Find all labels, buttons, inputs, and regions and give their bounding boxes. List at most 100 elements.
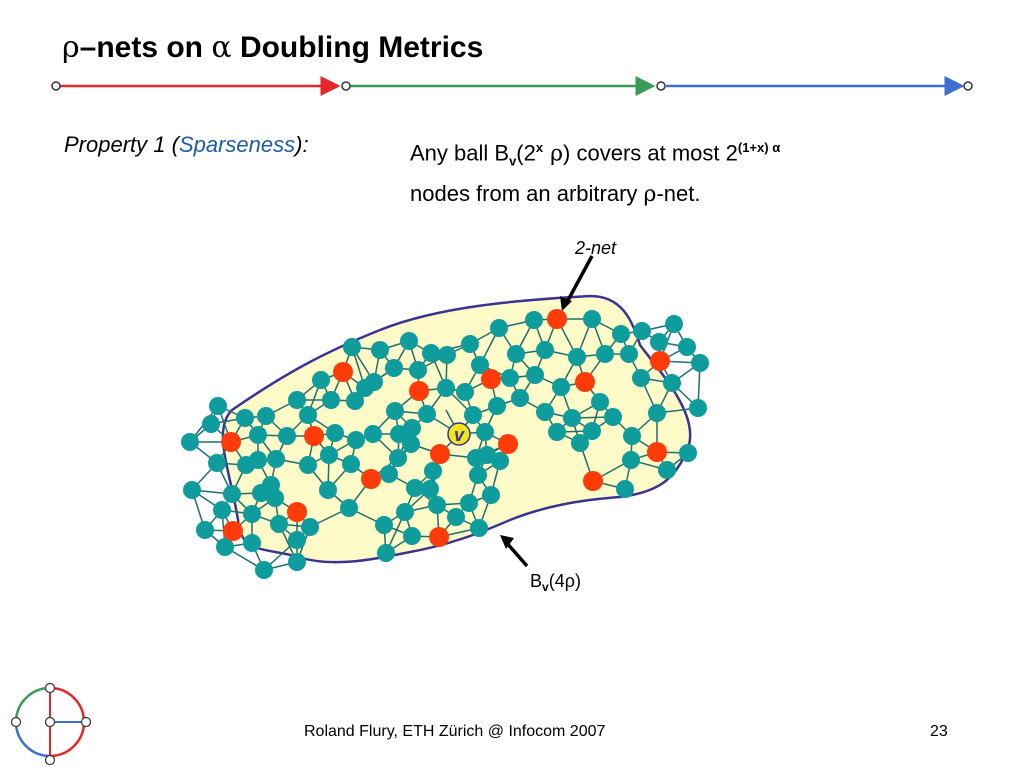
footer-text: Roland Flury, ETH Zürich @ Infocom 2007 — [304, 723, 606, 740]
network-node — [488, 397, 506, 415]
network-node — [424, 462, 442, 480]
network-node — [288, 553, 306, 571]
network-node — [202, 415, 220, 433]
network-nodes — [181, 309, 709, 579]
network-node — [386, 402, 404, 420]
page-number: 23 — [930, 723, 948, 740]
network-node — [380, 465, 398, 483]
network-node — [620, 345, 638, 363]
network-node — [563, 409, 581, 427]
network-node — [421, 480, 439, 498]
network-node — [375, 516, 393, 534]
network-node — [491, 452, 509, 470]
network-node — [470, 519, 488, 537]
network-node — [665, 315, 683, 333]
line1-text-c: ) covers at most 2 — [563, 140, 738, 166]
title-alpha: α — [211, 30, 232, 65]
network-node — [364, 425, 382, 443]
line1-rho: ρ — [543, 141, 564, 167]
line1-subscript-v: v — [509, 153, 517, 169]
title-rule — [51, 76, 973, 96]
network-node — [678, 338, 696, 356]
net-node — [498, 434, 518, 454]
net-label: 2-net — [574, 238, 617, 258]
network-node — [409, 361, 427, 379]
network-node — [278, 427, 296, 445]
title-rho: ρ — [62, 30, 80, 65]
property-label-suffix: ): — [295, 132, 309, 157]
network-node — [257, 407, 275, 425]
network-node — [312, 371, 330, 389]
network-node — [236, 409, 254, 427]
network-node — [223, 485, 241, 503]
network-node — [213, 501, 231, 519]
net-node — [429, 527, 449, 547]
network-node — [482, 486, 500, 504]
network-node — [183, 481, 201, 499]
network-node — [490, 319, 508, 337]
title-part1: nets on — [96, 31, 212, 64]
network-node — [249, 451, 267, 469]
line2-rho: ρ — [643, 181, 657, 207]
network-node — [596, 345, 614, 363]
network-node — [552, 378, 570, 396]
network-node — [571, 434, 589, 452]
line1-text-a: Any ball B — [410, 140, 510, 166]
network-node — [623, 427, 641, 445]
network-node — [320, 446, 338, 464]
network-node — [402, 435, 420, 453]
network-node — [536, 341, 554, 359]
net-node — [287, 502, 307, 522]
network-node — [299, 456, 317, 474]
network-node — [428, 496, 446, 514]
network-node — [438, 346, 456, 364]
network-node — [437, 379, 455, 397]
network-node — [406, 479, 424, 497]
network-node — [288, 531, 306, 549]
network-node — [460, 494, 478, 512]
network-node — [346, 392, 364, 410]
net-node — [430, 444, 450, 464]
ball-label: Bv(4ρ) — [530, 571, 581, 594]
network-node — [447, 508, 465, 526]
net-node — [481, 369, 501, 389]
net-label-arrow — [564, 255, 594, 305]
network-node — [243, 534, 261, 552]
network-node — [679, 444, 697, 462]
network-node — [604, 408, 622, 426]
network-node — [400, 332, 418, 350]
rule-node — [341, 81, 351, 91]
net-node — [409, 381, 429, 401]
line2-text-a: nodes from an arbitrary — [410, 180, 644, 206]
property-label: Property 1 (Sparseness): — [64, 132, 309, 158]
network-node — [216, 538, 234, 556]
network-node — [299, 406, 317, 424]
network-node — [467, 449, 485, 467]
rule-node — [51, 81, 61, 91]
network-node — [418, 405, 436, 423]
network-node — [365, 373, 383, 391]
net-node — [304, 426, 324, 446]
network-node — [650, 333, 668, 351]
network-node — [583, 422, 601, 440]
ball-label-sub: v — [542, 580, 549, 594]
network-node — [342, 455, 360, 473]
network-node — [658, 461, 676, 479]
network-node — [689, 399, 707, 417]
network-node — [583, 310, 601, 328]
network-node — [476, 423, 494, 441]
network-node — [616, 480, 634, 498]
property-term: Sparseness — [178, 132, 296, 157]
net-label-arrowhead — [560, 296, 572, 311]
rule-node — [963, 81, 973, 91]
network-node — [267, 450, 285, 468]
network-node — [270, 515, 288, 533]
network-node — [301, 518, 319, 536]
center-node-label: v — [454, 425, 465, 445]
network-node — [390, 425, 408, 443]
slide-title: ρ–nets on α Doubling Metrics — [62, 30, 483, 65]
network-node — [464, 406, 482, 424]
title-dash: – — [79, 31, 97, 64]
network-node — [663, 374, 681, 392]
network-node — [340, 499, 358, 517]
